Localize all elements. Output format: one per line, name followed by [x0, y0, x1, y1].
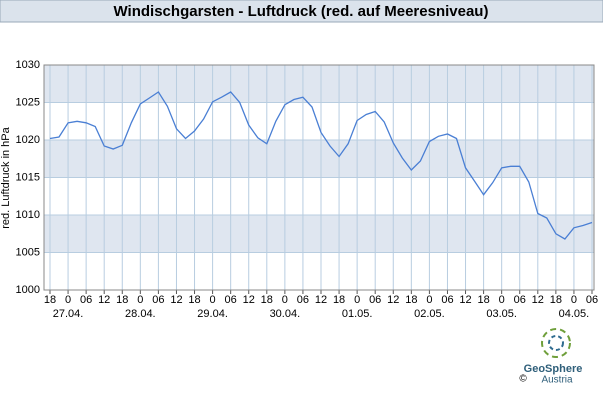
chart-title: Windischgarsten - Luftdruck (red. auf Me… [114, 3, 489, 20]
x-tick-label: 0 [210, 294, 216, 306]
logo: GeoSphere Austria © [519, 328, 583, 386]
x-tick-label: 06 [80, 294, 92, 306]
x-tick-label: 0 [571, 294, 577, 306]
copyright: © [519, 374, 527, 385]
date-label: 01.05. [342, 308, 373, 320]
title-bar [0, 0, 603, 23]
x-tick-label: 06 [152, 294, 164, 306]
band [44, 215, 594, 253]
logo-name: GeoSphere [524, 363, 583, 375]
date-label: 28.04. [125, 308, 156, 320]
logo-icon [541, 328, 571, 358]
x-tick-label: 0 [137, 294, 143, 306]
y-axis-label: red. Luftdruck in hPa [0, 126, 12, 228]
plot-frame [43, 64, 595, 291]
x-tick-label: 06 [225, 294, 237, 306]
x-tick-label: 0 [282, 294, 288, 306]
x-tick-label: 12 [170, 294, 182, 306]
x-tick-label: 06 [369, 294, 381, 306]
line [49, 91, 593, 240]
band [44, 65, 594, 103]
date-label: 27.04. [53, 308, 84, 320]
y-tick-label: 1010 [16, 209, 40, 221]
x-tick-label: 0 [499, 294, 505, 306]
y-tick-label: 1005 [16, 246, 40, 258]
y-tick-label: 1030 [16, 59, 40, 71]
y-tick-label: 1015 [16, 171, 40, 183]
logo-icon [548, 335, 564, 351]
logo-sub: Austria [541, 375, 573, 386]
date-label: 04.05. [559, 308, 590, 320]
date-label: 03.05. [486, 308, 517, 320]
x-tick-label: 18 [188, 294, 200, 306]
x-tick-label: 18 [333, 294, 345, 306]
x-tick-label: 0 [354, 294, 360, 306]
x-tick-label: 0 [65, 294, 71, 306]
x-tick-label: 18 [550, 294, 562, 306]
y-tick-label: 1025 [16, 96, 40, 108]
x-tick-label: 06 [441, 294, 453, 306]
x-tick-label: 12 [459, 294, 471, 306]
x-tick-label: 06 [514, 294, 526, 306]
date-label: 30.04. [270, 308, 301, 320]
x-tick-label: 12 [387, 294, 399, 306]
y-tick-label: 1000 [16, 284, 40, 296]
band [44, 140, 594, 178]
x-tick-label: 12 [532, 294, 544, 306]
x-tick-label: 12 [98, 294, 110, 306]
y-tick-label: 1020 [16, 134, 40, 146]
x-tick-label: 18 [477, 294, 489, 306]
x-tick-label: 06 [586, 294, 598, 306]
x-tick-label: 06 [297, 294, 309, 306]
x-tick-label: 12 [315, 294, 327, 306]
x-tick-label: 18 [116, 294, 128, 306]
x-tick-label: 0 [426, 294, 432, 306]
x-tick-label: 18 [261, 294, 273, 306]
x-tick-label: 12 [243, 294, 255, 306]
x-tick-label: 18 [44, 294, 56, 306]
date-label: 29.04. [197, 308, 228, 320]
date-label: 02.05. [414, 308, 445, 320]
x-tick-label: 18 [405, 294, 417, 306]
